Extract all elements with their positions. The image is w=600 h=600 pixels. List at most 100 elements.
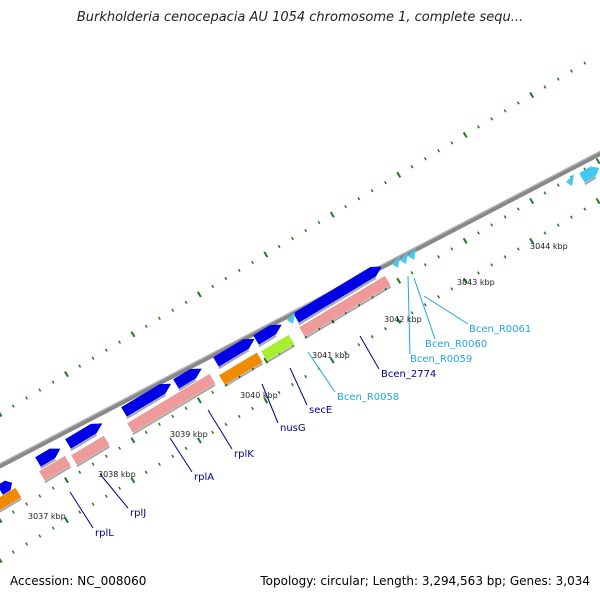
chromosome-backbone — [0, 150, 600, 469]
tick-mark — [570, 69, 573, 73]
tick-mark — [450, 247, 454, 251]
gene-label-bcen_r0058: Bcen_R0058 — [337, 392, 399, 403]
tick-mark — [64, 371, 69, 378]
tick-mark — [196, 397, 202, 404]
tick-mark — [450, 287, 454, 291]
cds-arrow — [121, 383, 172, 417]
tick-mark — [290, 382, 294, 387]
tick-mark — [78, 470, 82, 474]
tick-mark — [104, 454, 108, 458]
tick-mark — [184, 300, 188, 305]
kbp-label: 3037 kbp — [28, 512, 66, 521]
trna-feature — [400, 252, 408, 264]
gene-label-bcen_r0059: Bcen_R0059 — [410, 354, 472, 365]
tick-mark — [344, 350, 347, 355]
tick-mark — [462, 277, 468, 284]
tick-mark — [91, 356, 95, 360]
tick-mark — [516, 247, 520, 251]
kbp-label: 3042 kbp — [384, 315, 422, 324]
cds-arrow — [35, 448, 61, 467]
tick-mark — [118, 340, 122, 344]
tick-mark — [25, 542, 28, 546]
tick-mark — [263, 397, 269, 404]
tick-mark — [516, 101, 520, 105]
kbp-label: 3039 kbp — [170, 430, 208, 439]
tick-mark — [490, 117, 494, 121]
tick-mark — [171, 308, 175, 313]
cds-pink-block — [39, 455, 71, 481]
tick-mark — [184, 406, 188, 411]
tick-mark — [38, 534, 42, 538]
cds-arrow — [213, 338, 255, 367]
genome-stats-text: Topology: circular; Length: 3,294,563 bp… — [260, 574, 590, 588]
cds-arrow — [65, 423, 103, 449]
accession-text: Accession: NC_008060 — [10, 574, 147, 588]
tick-mark — [503, 215, 507, 219]
leader-line — [69, 491, 94, 529]
tick-mark — [144, 324, 148, 328]
tick-mark — [38, 494, 42, 498]
trna-feature — [392, 256, 400, 268]
tick-mark — [462, 237, 468, 244]
tick-mark — [477, 125, 480, 129]
gene-label-bcen_r0060: Bcen_R0060 — [425, 339, 487, 350]
feature-shadow — [70, 433, 98, 452]
leader-line — [359, 335, 380, 370]
kbp-label: 3043 kbp — [457, 278, 495, 287]
tick-mark — [277, 244, 281, 249]
leader-line — [99, 473, 129, 509]
gene-label-rplj: rplJ — [130, 508, 146, 519]
feature-shadow — [76, 445, 110, 468]
tick-mark — [78, 510, 82, 514]
tick-mark — [130, 331, 136, 338]
cds-pink-block — [71, 435, 110, 465]
tick-mark — [344, 204, 347, 209]
cds-arrow — [0, 480, 13, 495]
tick-mark — [211, 390, 215, 395]
tick-mark — [556, 183, 560, 187]
leader-line — [307, 351, 336, 393]
kbp-label: 3040 kbp — [240, 391, 278, 400]
tick-mark — [516, 207, 520, 211]
label-leader-lines — [69, 275, 469, 529]
tick-mark — [11, 550, 15, 554]
tick-mark — [329, 211, 335, 218]
feature-shadow — [218, 349, 250, 370]
tick-mark — [237, 414, 241, 419]
tick-mark — [104, 348, 108, 352]
feature-shadow — [266, 344, 295, 364]
tick-mark — [556, 77, 560, 81]
tick-mark — [317, 220, 321, 225]
tick-mark — [237, 268, 241, 273]
tick-mark — [583, 207, 587, 211]
tick-mark — [184, 446, 188, 451]
tick-mark — [490, 263, 494, 267]
gene-label-rpll: rplL — [95, 528, 114, 539]
feature-shadow — [40, 458, 56, 470]
tick-mark — [158, 462, 161, 466]
tick-mark — [529, 91, 535, 99]
tick-mark — [543, 191, 547, 195]
tick-mark — [171, 454, 175, 459]
tick-mark — [64, 477, 69, 484]
tick-mark — [595, 158, 600, 165]
cds-arrow — [293, 266, 382, 323]
tick-mark — [570, 215, 573, 219]
tick-mark — [144, 430, 148, 434]
tick-mark — [0, 412, 3, 418]
tick-mark — [304, 228, 308, 233]
tick-mark — [304, 374, 308, 379]
tick-mark — [543, 85, 547, 89]
gene-label-rpla: rplA — [194, 472, 214, 483]
tick-mark — [158, 316, 161, 320]
leader-line — [289, 367, 308, 406]
cds-arrow — [173, 368, 202, 389]
tick-mark — [595, 198, 600, 205]
tick-mark — [396, 277, 402, 284]
kbp-labels: 3037 kbp 3038 kbp 3039 kbp 3040 kbp 3041 kbp… — [28, 242, 568, 521]
tick-mark — [423, 157, 427, 161]
tick-mark — [423, 263, 427, 267]
tick-mark — [503, 109, 507, 113]
kbp-label: 3038 kbp — [98, 470, 136, 479]
